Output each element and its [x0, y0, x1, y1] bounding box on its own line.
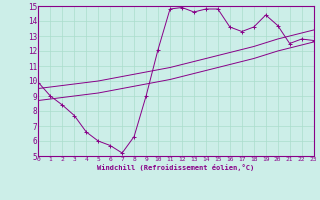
X-axis label: Windchill (Refroidissement éolien,°C): Windchill (Refroidissement éolien,°C): [97, 164, 255, 171]
